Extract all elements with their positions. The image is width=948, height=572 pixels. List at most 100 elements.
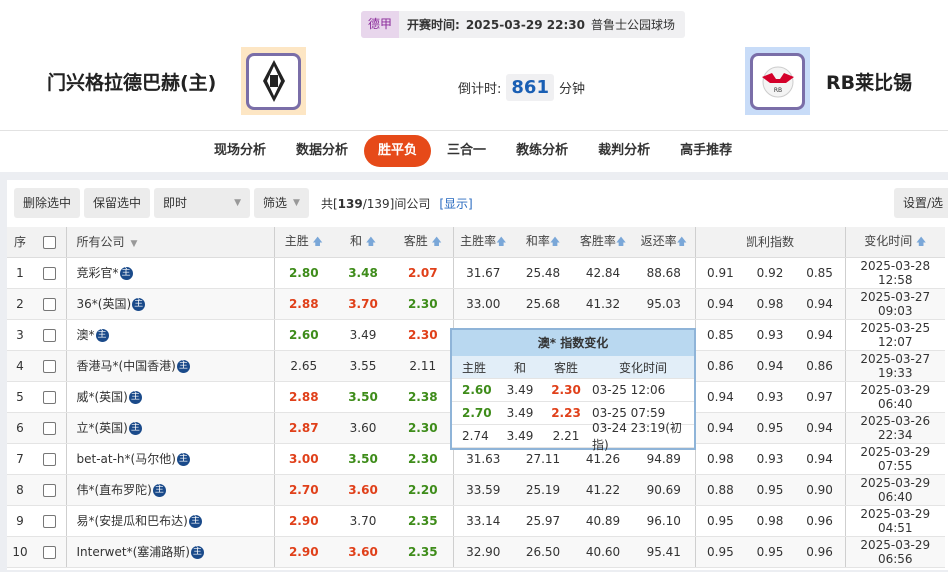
popup-time: 03-24 23:19(初指)	[592, 421, 682, 452]
delete-selected-button[interactable]: 删除选中	[14, 188, 81, 218]
nav-tab[interactable]: 胜平负	[364, 135, 432, 167]
odds-cell[interactable]: 2.60	[273, 319, 333, 351]
settings-button[interactable]: 设置/选	[894, 188, 948, 218]
odds-cell[interactable]: 2.90	[273, 536, 333, 568]
row-checkbox[interactable]	[33, 412, 66, 444]
table-row[interactable]: 10 Interwet*(塞浦路斯) 主 2.90 3.60 2.35 32.90 26.5…	[7, 536, 945, 568]
odds-cell[interactable]: 2.11	[393, 350, 453, 382]
toolbar: 删除选中 保留选中 即时 ▼ 筛选 ▼ 共[139/139]间公司 [显示]	[14, 188, 473, 218]
odds-cell[interactable]: 3.48	[333, 257, 393, 289]
odds-cell[interactable]: 2.88	[273, 381, 333, 413]
company-cell[interactable]: 香港马*(中国香港) 主	[65, 350, 274, 382]
table-row[interactable]: 8 伟*(直布罗陀) 主 2.70 3.60 2.20 33.59 25.19 41.22 90…	[7, 474, 945, 506]
col-away[interactable]: 客胜 🡅	[393, 227, 453, 258]
rate-cell: 25.19	[513, 474, 573, 506]
company-name[interactable]: 易*(安提瓜和巴布达)	[76, 514, 188, 528]
row-checkbox[interactable]	[33, 257, 66, 289]
away-team-name[interactable]: RB莱比锡	[826, 72, 913, 94]
odds-cell[interactable]: 2.07	[393, 257, 453, 289]
row-checkbox[interactable]	[33, 536, 66, 568]
row-checkbox[interactable]	[33, 319, 66, 351]
row-checkbox[interactable]	[33, 474, 66, 506]
kelly-cell: 0.93	[745, 381, 795, 413]
table-row[interactable]: 9 易*(安提瓜和巴布达) 主 2.90 3.70 2.35 33.14 25.97 40.8…	[7, 505, 945, 537]
odds-cell[interactable]: 2.88	[273, 288, 333, 320]
nav-tab[interactable]: 裁判分析	[598, 143, 651, 158]
row-checkbox[interactable]	[33, 288, 66, 320]
row-checkbox[interactable]	[33, 443, 66, 475]
company-name[interactable]: 立*(英国)	[76, 421, 128, 435]
rate-cell: 25.48	[513, 257, 573, 289]
odds-cell[interactable]: 3.49	[333, 319, 393, 351]
odds-cell[interactable]: 2.35	[393, 536, 453, 568]
nav-tab[interactable]: 现场分析	[214, 143, 267, 158]
keep-selected-button[interactable]: 保留选中	[84, 188, 151, 218]
odds-cell[interactable]: 3.50	[333, 381, 393, 413]
odds-cell[interactable]: 2.90	[273, 505, 333, 537]
nav-tab[interactable]: 高手推荐	[680, 143, 733, 158]
company-cell[interactable]: 澳* 主	[65, 319, 274, 351]
odds-cell[interactable]: 3.00	[273, 443, 333, 475]
filter-dropdown[interactable]: 筛选 ▼	[254, 188, 309, 218]
company-name[interactable]: 香港马*(中国香港)	[76, 359, 176, 373]
row-checkbox[interactable]	[33, 505, 66, 537]
col-draw-rate[interactable]: 和率🡅	[513, 227, 573, 258]
odds-cell[interactable]: 2.30	[393, 319, 453, 351]
odds-cell[interactable]: 3.55	[333, 350, 393, 382]
col-return-rate[interactable]: 返还率🡅	[633, 227, 695, 258]
nav-tab[interactable]: 教练分析	[516, 143, 569, 158]
odds-cell[interactable]: 3.50	[333, 443, 393, 475]
company-cell[interactable]: 36*(英国) 主	[65, 288, 274, 320]
company-cell[interactable]: Interwet*(塞浦路斯) 主	[65, 536, 274, 568]
table-row[interactable]: 1 竞彩官* 主 2.80 3.48 2.07 31.67 25.48 42.84 88.68 0…	[7, 257, 945, 289]
away-team-logo[interactable]: RB	[745, 47, 810, 115]
nav-tab[interactable]: 三合一	[447, 143, 487, 158]
home-team-logo[interactable]	[241, 47, 306, 115]
company-name[interactable]: 36*(英国)	[76, 297, 132, 311]
company-cell[interactable]: 竞彩官* 主	[65, 257, 274, 289]
rate-cell: 33.14	[452, 505, 513, 537]
col-home[interactable]: 主胜 🡅	[273, 227, 333, 258]
odds-cell[interactable]: 2.30	[393, 443, 453, 475]
odds-cell[interactable]: 2.65	[273, 350, 333, 382]
company-cell[interactable]: 立*(英国) 主	[65, 412, 274, 444]
odds-cell[interactable]: 2.80	[273, 257, 333, 289]
odds-cell[interactable]: 2.38	[393, 381, 453, 413]
col-draw[interactable]: 和 🡅	[333, 227, 393, 258]
select-all-checkbox[interactable]	[33, 227, 66, 258]
company-cell[interactable]: 威*(英国) 主	[65, 381, 274, 413]
league-badge[interactable]: 德甲	[361, 11, 400, 38]
nav-tab[interactable]: 数据分析	[296, 143, 349, 158]
odds-cell[interactable]: 3.60	[333, 536, 393, 568]
row-checkbox[interactable]	[33, 350, 66, 382]
odds-cell[interactable]: 2.35	[393, 505, 453, 537]
table-row[interactable]: 2 36*(英国) 主 2.88 3.70 2.30 33.00 25.68 41.32 95.…	[7, 288, 945, 320]
odds-cell[interactable]: 3.70	[333, 505, 393, 537]
odds-cell[interactable]: 3.60	[333, 412, 393, 444]
col-away-rate[interactable]: 客胜率🡅	[573, 227, 633, 258]
company-cell[interactable]: 易*(安提瓜和巴布达) 主	[65, 505, 274, 537]
odds-cell[interactable]: 2.70	[273, 474, 333, 506]
company-name[interactable]: 澳*	[76, 328, 95, 342]
company-name[interactable]: bet-at-h*(马尔他)	[76, 452, 176, 466]
company-name[interactable]: 伟*(直布罗陀)	[76, 483, 152, 497]
home-team-name[interactable]: 门兴格拉德巴赫(主)	[47, 72, 217, 94]
company-name[interactable]: 竞彩官*	[76, 266, 119, 280]
odds-cell[interactable]: 3.60	[333, 474, 393, 506]
company-name[interactable]: Interwet*(塞浦路斯)	[76, 545, 190, 559]
kelly-cell: 0.98	[694, 443, 746, 475]
company-name[interactable]: 威*(英国)	[76, 390, 128, 404]
company-cell[interactable]: 伟*(直布罗陀) 主	[65, 474, 274, 506]
odds-cell[interactable]: 2.30	[393, 412, 453, 444]
col-home-rate[interactable]: 主胜率🡅	[452, 227, 513, 258]
col-time[interactable]: 变化时间 🡅	[844, 227, 945, 258]
odds-cell[interactable]: 2.20	[393, 474, 453, 506]
show-link[interactable]: [显示]	[439, 196, 473, 211]
odds-cell[interactable]: 2.87	[273, 412, 333, 444]
col-company[interactable]: 所有公司 ▼	[65, 227, 274, 258]
company-cell[interactable]: bet-at-h*(马尔他) 主	[65, 443, 274, 475]
row-checkbox[interactable]	[33, 381, 66, 413]
mode-select[interactable]: 即时 ▼	[154, 188, 251, 218]
odds-cell[interactable]: 3.70	[333, 288, 393, 320]
odds-cell[interactable]: 2.30	[393, 288, 453, 320]
